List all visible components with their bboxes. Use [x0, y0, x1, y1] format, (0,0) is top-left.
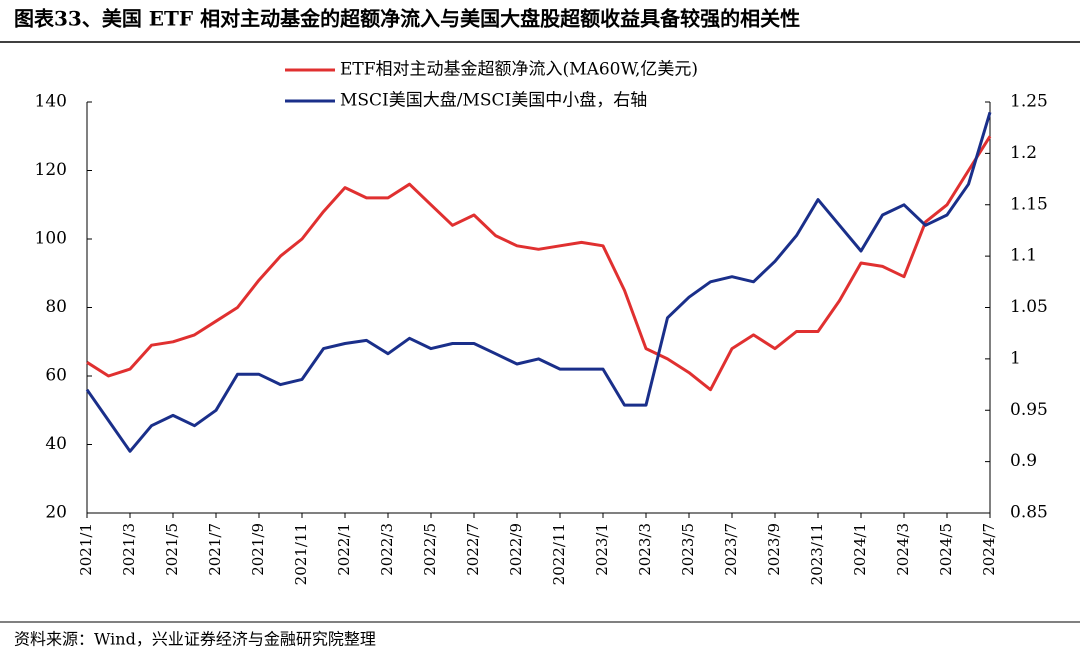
x-tick-label: 2024/7 [980, 523, 998, 576]
chart-title: 图表33、美国 ETF 相对主动基金的超额净流入与美国大盘股超额收益具备较强的相… [14, 7, 800, 31]
y2-tick-label: 1.25 [1010, 92, 1048, 112]
y2-tick-label: 0.85 [1010, 503, 1048, 523]
y2-tick-label: 0.95 [1010, 400, 1048, 420]
x-tick-label: 2022/1 [335, 523, 353, 576]
y-tick-label: 120 [35, 160, 67, 180]
y2-tick-label: 0.9 [1010, 451, 1037, 471]
x-tick-label: 2024/3 [894, 523, 912, 576]
series-line [85, 111, 992, 453]
x-tick-label: 2023/9 [765, 523, 783, 576]
x-tick-label: 2024/5 [937, 523, 955, 576]
y-tick-label: 40 [45, 434, 67, 454]
y2-tick-label: 1.2 [1010, 143, 1037, 163]
x-tick-label: 2022/9 [507, 523, 525, 576]
x-tick-label: 2021/11 [292, 523, 310, 585]
x-tick-label: 2022/11 [550, 523, 568, 585]
x-tick-label: 2023/1 [593, 523, 611, 576]
y-tick-label: 20 [45, 503, 67, 523]
series-line [86, 135, 992, 392]
x-tick-label: 2021/3 [120, 523, 138, 576]
legend-label: ETF相对主动基金超额净流入(MA60W,亿美元) [340, 60, 698, 80]
x-tick-label: 2021/1 [77, 523, 95, 576]
x-tick-label: 2021/7 [206, 523, 224, 576]
y2-tick-label: 1 [1010, 348, 1021, 368]
x-tick-label: 2021/5 [163, 523, 181, 576]
x-tick-label: 2023/3 [636, 523, 654, 576]
x-tick-label: 2021/9 [249, 523, 267, 576]
y2-tick-label: 1.1 [1010, 246, 1037, 266]
y-tick-label: 80 [45, 297, 67, 317]
y2-tick-label: 1.05 [1010, 297, 1048, 317]
x-tick-label: 2022/3 [378, 523, 396, 576]
x-tick-label: 2022/7 [464, 523, 482, 576]
x-tick-label: 2023/7 [722, 523, 740, 576]
y2-tick-label: 1.15 [1010, 194, 1048, 214]
x-tick-label: 2023/11 [808, 523, 826, 585]
x-tick-label: 2022/5 [421, 523, 439, 576]
y-tick-label: 140 [35, 92, 67, 112]
x-tick-label: 2024/1 [851, 523, 869, 576]
source-note: 资料来源：Wind，兴业证券经济与金融研究院整理 [14, 630, 376, 649]
y-tick-label: 60 [45, 366, 67, 386]
legend-label: MSCI美国大盘/MSCI美国中小盘，右轴 [340, 91, 647, 111]
y-tick-label: 100 [35, 229, 67, 249]
x-tick-label: 2023/5 [679, 523, 697, 576]
